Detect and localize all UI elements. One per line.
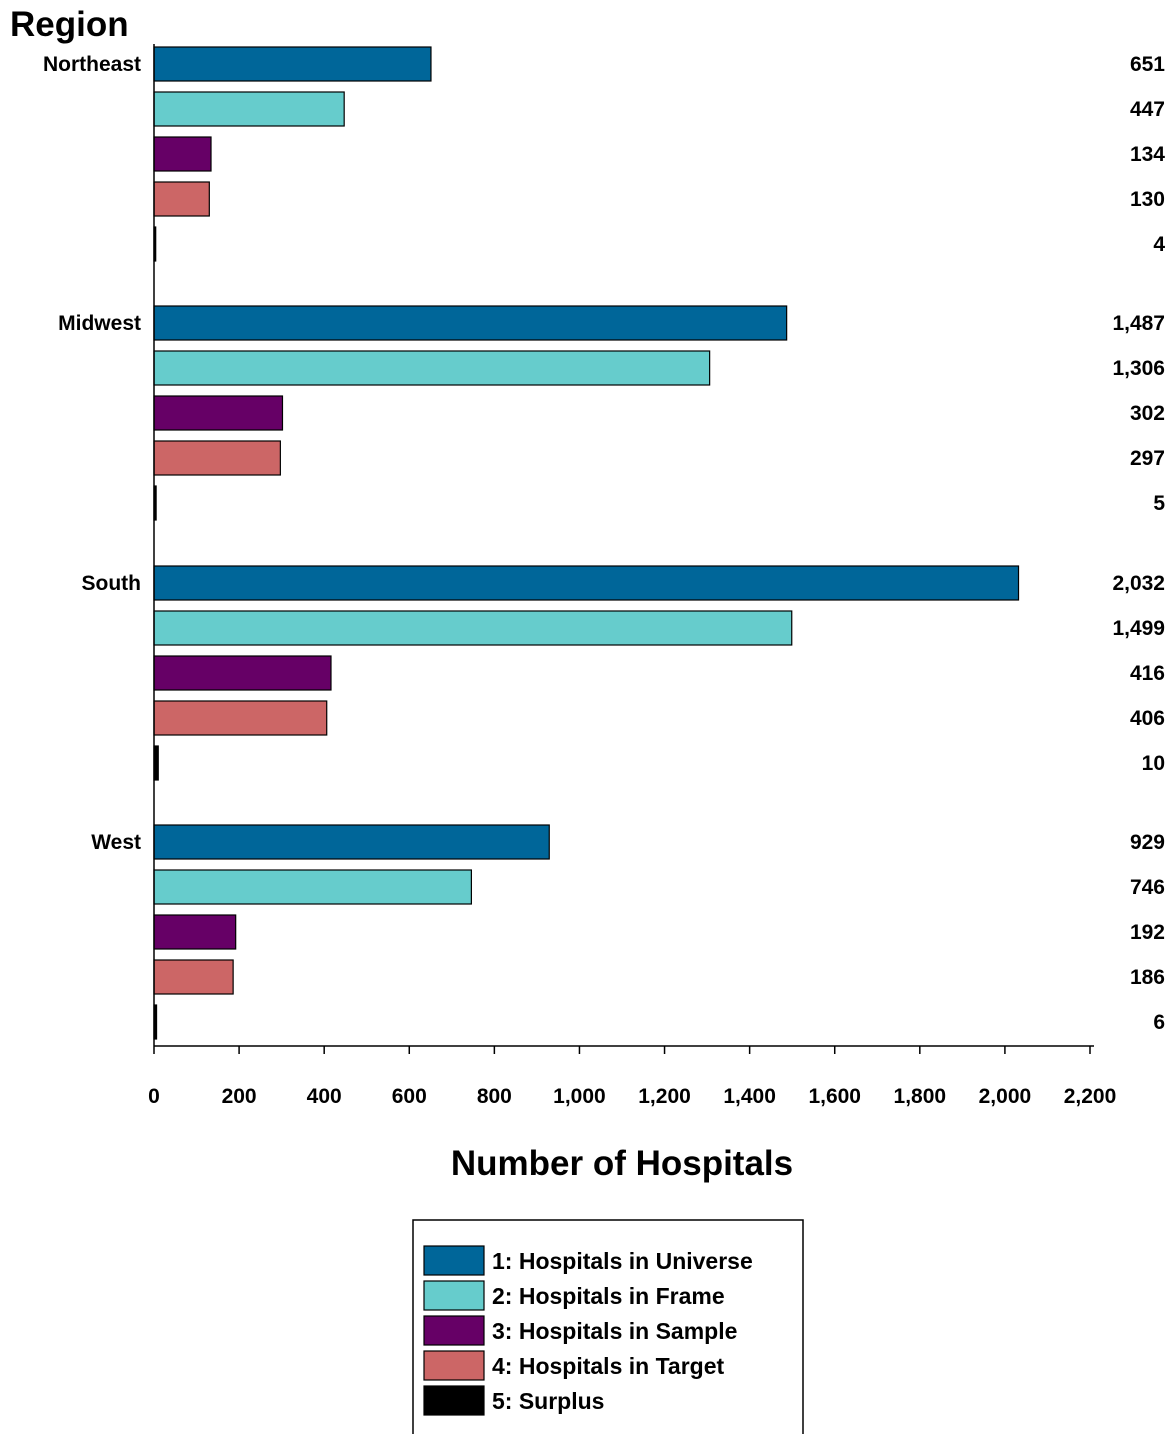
value-label-northeast-series-5: 4: [1153, 233, 1165, 256]
x-tick-label: 200: [222, 1085, 257, 1108]
x-tick-label: 1,400: [723, 1085, 776, 1108]
value-label-south-series-4: 406: [1130, 707, 1165, 730]
bar-northeast-series-3: [153, 136, 212, 172]
category-label-south: South: [82, 572, 141, 595]
y-axis-title: Region: [10, 5, 129, 44]
x-tick-label: 1,600: [808, 1085, 861, 1108]
bar-west-series-1: [153, 824, 550, 860]
value-label-midwest-series-4: 297: [1130, 447, 1165, 470]
value-label-west-series-4: 186: [1130, 966, 1165, 989]
bar-west-series-2: [153, 869, 472, 905]
bar-south-series-2: [153, 610, 793, 646]
x-axis-title: Number of Hospitals: [451, 1144, 793, 1183]
legend-swatch-series-4: [423, 1350, 485, 1381]
value-label-south-series-3: 416: [1130, 662, 1165, 685]
value-label-south-series-2: 1,499: [1112, 617, 1165, 640]
x-tick-label: 1,800: [894, 1085, 947, 1108]
category-label-west: West: [91, 831, 141, 854]
x-tick-label: 1,200: [638, 1085, 691, 1108]
value-label-west-series-1: 929: [1130, 831, 1165, 854]
bar-south-series-4: [153, 700, 328, 736]
category-label-northeast: Northeast: [43, 53, 141, 76]
x-tick-label: 0: [148, 1085, 160, 1108]
legend-swatch-series-1: [423, 1245, 485, 1276]
bar-northeast-series-4: [153, 181, 210, 217]
legend-label-series-4: 4: Hospitals in Target: [492, 1353, 725, 1379]
bar-northeast-series-2: [153, 91, 345, 127]
bar-midwest-series-2: [153, 350, 711, 386]
value-label-northeast-series-3: 134: [1130, 143, 1165, 166]
category-label-midwest: Midwest: [58, 312, 141, 335]
legend-swatch-series-2: [423, 1280, 485, 1311]
legend-label-series-5: 5: Surplus: [492, 1388, 604, 1414]
x-axis-ticks: 0 200 400 600 800 1,000 1,200 1,400 1,600 1,800 2,…: [148, 1046, 1116, 1108]
value-label-south-series-5: 10: [1142, 752, 1165, 775]
value-label-northeast-series-2: 447: [1130, 98, 1165, 121]
bar-midwest-series-1: [153, 305, 788, 341]
x-tick-label: 2,000: [979, 1085, 1032, 1108]
legend-label-series-2: 2: Hospitals in Frame: [492, 1283, 725, 1309]
bar-midwest-series-3: [153, 395, 284, 431]
value-label-south-series-1: 2,032: [1112, 572, 1165, 595]
value-labels: 651 447 134 130 4 1,487 1,306 302 297 5 2,032 1,499…: [1112, 53, 1165, 1034]
legend: 1: Hospitals in Universe 2: Hospitals in …: [412, 1219, 804, 1434]
category-labels: Northeast Midwest South West: [43, 53, 141, 854]
legend-swatch-series-5: [423, 1385, 485, 1416]
x-tick-label: 600: [392, 1085, 427, 1108]
value-label-west-series-3: 192: [1130, 921, 1165, 944]
x-tick-label: 1,000: [553, 1085, 606, 1108]
value-label-northeast-series-4: 130: [1130, 188, 1165, 211]
bar-south-series-1: [153, 565, 1020, 601]
bars: [153, 46, 1020, 1040]
legend-label-series-1: 1: Hospitals in Universe: [492, 1248, 753, 1274]
bar-west-series-3: [153, 914, 237, 950]
legend-label-series-3: 3: Hospitals in Sample: [492, 1318, 737, 1344]
bar-midwest-series-4: [153, 440, 281, 476]
x-tick-label: 800: [477, 1085, 512, 1108]
value-label-midwest-series-5: 5: [1153, 492, 1165, 515]
x-tick-label: 2,200: [1064, 1085, 1117, 1108]
value-label-midwest-series-1: 1,487: [1112, 312, 1165, 335]
value-label-northeast-series-1: 651: [1130, 53, 1165, 76]
legend-swatch-series-3: [423, 1315, 485, 1346]
value-label-west-series-2: 746: [1130, 876, 1165, 899]
value-label-midwest-series-3: 302: [1130, 402, 1165, 425]
x-tick-label: 400: [307, 1085, 342, 1108]
value-label-west-series-5: 6: [1153, 1011, 1165, 1034]
bar-west-series-4: [153, 959, 234, 995]
bar-northeast-series-1: [153, 46, 432, 82]
value-label-midwest-series-2: 1,306: [1112, 357, 1165, 380]
bar-south-series-3: [153, 655, 332, 691]
